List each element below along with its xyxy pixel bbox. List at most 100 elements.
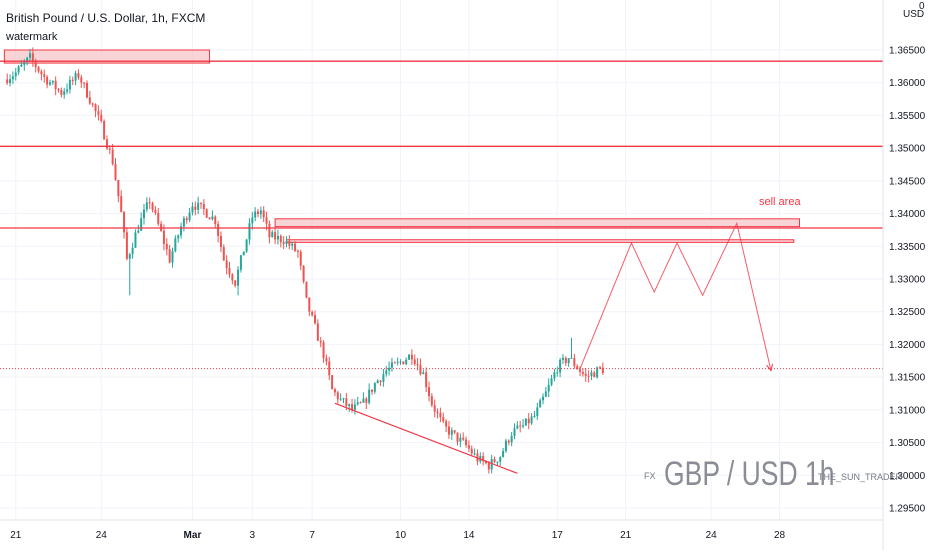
candle-body: [282, 242, 285, 244]
candle-body: [137, 230, 140, 233]
candle-body: [171, 251, 174, 263]
candle-body: [487, 463, 490, 470]
projection-arrowhead: [766, 363, 774, 372]
x-tick-label: 10: [395, 530, 407, 541]
candle-body: [413, 359, 416, 364]
candle-body: [160, 223, 163, 231]
candle-body: [442, 417, 445, 422]
y-tick-label: 1.35000: [889, 144, 926, 155]
candle-body: [80, 77, 83, 83]
grid-layer: [0, 0, 883, 520]
candle-body: [553, 372, 556, 379]
candle-layer: [6, 47, 604, 474]
candle-body: [271, 232, 274, 238]
y-tick-label: 1.32000: [889, 340, 926, 351]
candle-body: [86, 83, 88, 98]
candle-body: [519, 425, 522, 427]
candle-body: [373, 383, 376, 392]
candle-body: [430, 396, 433, 406]
candle-body: [259, 210, 262, 215]
y-tick-label: 1.35500: [889, 111, 926, 122]
candle-body: [402, 361, 405, 365]
candle-body: [333, 389, 336, 393]
candle-body: [527, 418, 530, 424]
candle-body: [422, 372, 425, 375]
candle-body: [470, 448, 473, 454]
candle-body: [140, 218, 143, 231]
candle-body: [299, 251, 302, 266]
candle-body: [556, 372, 559, 374]
currency-label[interactable]: USD: [903, 9, 925, 20]
x-tick-label: 17: [552, 530, 564, 541]
candle-body: [285, 240, 288, 244]
zone-rect: [3, 49, 211, 64]
candle-body: [296, 250, 299, 252]
y-tick-label: 1.34500: [889, 176, 926, 187]
candle-body: [40, 71, 43, 75]
candle-body: [111, 149, 114, 164]
projection-path: [579, 221, 772, 371]
candle-body: [390, 362, 393, 368]
candle-body: [416, 363, 419, 366]
candle-body: [97, 111, 100, 115]
candle-body: [544, 391, 547, 397]
candle-body: [214, 216, 217, 224]
candle-body: [154, 209, 157, 213]
candle-body: [336, 392, 339, 400]
candle-body: [274, 232, 277, 240]
candle-body: [325, 358, 328, 362]
candle-body: [436, 411, 439, 413]
candle-body: [504, 440, 507, 451]
y-tick-label: 1.29500: [889, 504, 926, 515]
candle-body: [433, 405, 436, 412]
zone-layer: [3, 49, 801, 243]
candle-body: [9, 79, 12, 84]
candle-body: [368, 389, 371, 403]
candle-body: [473, 453, 476, 455]
candle-body: [601, 367, 604, 374]
candle-body: [74, 73, 77, 81]
candle-body: [599, 367, 601, 369]
candle-body: [348, 404, 351, 406]
overlay-fx: FX: [644, 471, 656, 481]
candle-body: [288, 240, 291, 246]
candle-body: [319, 340, 322, 343]
candle-body: [48, 82, 51, 85]
candle-body: [128, 254, 131, 259]
candle-body: [365, 398, 368, 403]
x-tick-label: 24: [96, 530, 108, 541]
candle-body: [419, 365, 422, 375]
candle-body: [268, 223, 271, 238]
candle-body: [117, 179, 120, 197]
overlay-author: THE_SUN_TRADER: [818, 472, 903, 482]
candle-body: [43, 74, 46, 77]
candle-body: [576, 366, 579, 370]
candle-body: [596, 367, 599, 378]
candle-body: [231, 274, 234, 281]
x-tick-label: 7: [309, 530, 315, 541]
y-tick-label: 1.33500: [889, 242, 926, 253]
y-tick-label: 1.33000: [889, 275, 926, 286]
candle-body: [34, 60, 37, 68]
candle-body: [339, 398, 342, 400]
candle-body: [393, 362, 396, 364]
symbol-title: British Pound / U.S. Dollar, 1h, FXCM: [6, 11, 206, 25]
candle-body: [185, 218, 188, 221]
candle-body: [291, 243, 294, 246]
candle-body: [405, 359, 408, 365]
candle-body: [200, 202, 202, 204]
candle-body: [148, 202, 151, 204]
x-tick-label: 14: [463, 530, 475, 541]
drawing-layer: [334, 221, 774, 474]
y-tick-label: 1.30000: [889, 471, 926, 482]
candle-body: [496, 461, 499, 463]
candle-body: [385, 370, 388, 375]
candle-body: [590, 372, 593, 376]
candle-body: [581, 371, 584, 374]
candle-body: [584, 373, 587, 376]
candle-body: [379, 380, 382, 382]
candle-body: [63, 91, 66, 95]
candle-body: [459, 437, 462, 442]
